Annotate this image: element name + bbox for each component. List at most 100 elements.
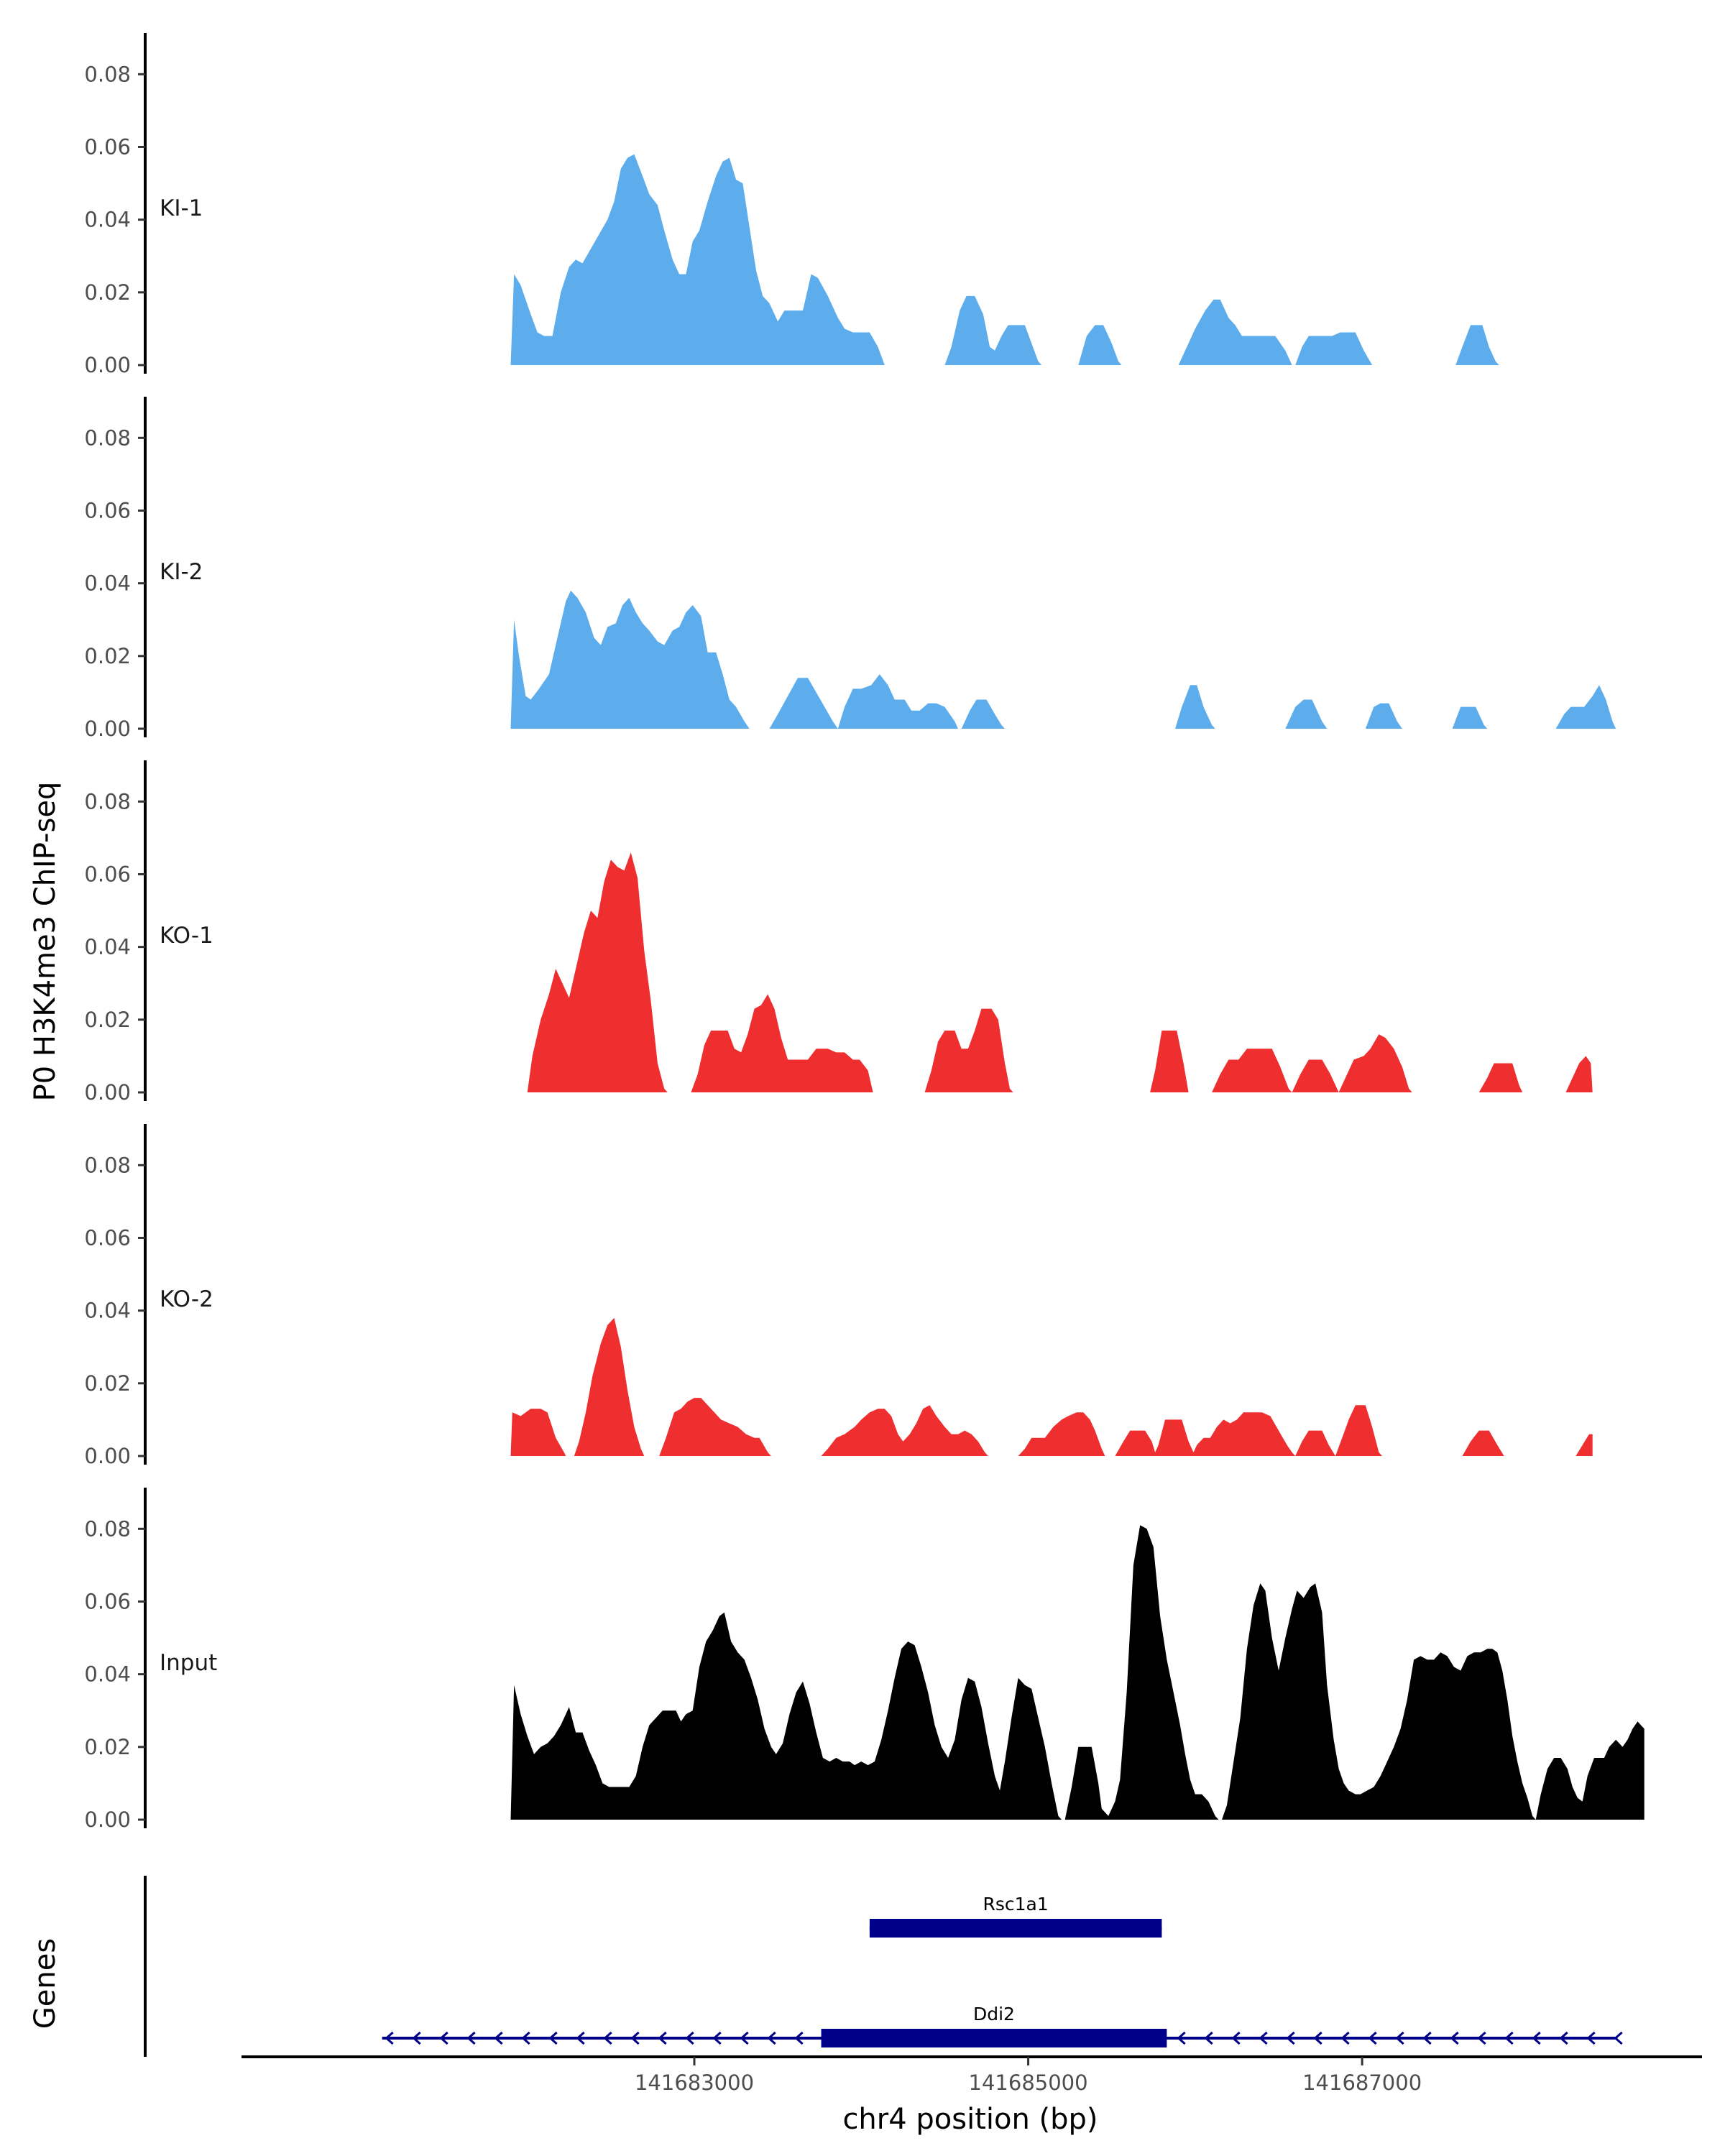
signal-peak (1452, 706, 1488, 729)
track-label: Input (160, 1650, 217, 1676)
signal-peak (1535, 1721, 1644, 1820)
y-tick-label: 0.04 (84, 571, 131, 596)
strand-arrow (1422, 2031, 1432, 2045)
y-tick-label: 0.02 (84, 280, 131, 305)
track-label: KO-2 (160, 1286, 213, 1312)
strand-arrow (740, 2031, 749, 2045)
y-tick-label: 0.04 (84, 208, 131, 232)
y-tick-label: 0.04 (84, 1299, 131, 1323)
strand-arrow (521, 2031, 530, 2045)
strand-arrow (1532, 2031, 1541, 2045)
signal-peak (1222, 1583, 1536, 1820)
signal-peak (924, 1008, 1013, 1092)
strand-arrow (466, 2031, 476, 2045)
strand-arrow (712, 2031, 722, 2045)
track-ki-1: 0.00 0.02 0.04 0.06 0.08 KI-1 (84, 33, 1499, 377)
signal-peak (1365, 703, 1402, 729)
strand-arrow (1231, 2031, 1241, 2045)
track-label: KI-1 (160, 195, 203, 221)
strand-arrow (439, 2031, 448, 2045)
y-tick-label: 0.02 (84, 644, 131, 668)
y-tick-label: 0.06 (84, 134, 131, 159)
strand-arrow (1504, 2031, 1514, 2045)
strand-arrow (548, 2031, 558, 2045)
strand-arrow (494, 2031, 503, 2045)
signal-peak (1295, 1430, 1335, 1456)
signal-peak (1018, 1412, 1105, 1456)
x-axis-title: chr4 position (bp) (842, 2103, 1098, 2136)
strand-arrow (1586, 2031, 1596, 2045)
track-input: 0.00 0.02 0.04 0.06 0.08 Input (84, 1488, 1644, 1832)
y-tick-label: 0.06 (84, 1225, 131, 1250)
y-tick-label: 0.08 (84, 789, 131, 814)
y-tick-label: 0.08 (84, 62, 131, 86)
tracks-layer: 0.00 0.02 0.04 0.06 0.08 KI-1 0.00 0.02 0.04 0.06… (84, 33, 1644, 1832)
signal-peak (1576, 1434, 1593, 1456)
y-tick-label: 0.00 (84, 1080, 131, 1105)
signal-peak (1292, 1059, 1339, 1092)
signal-peak (1178, 299, 1292, 365)
y-tick-label: 0.04 (84, 1662, 131, 1687)
signal-peak (961, 699, 1006, 729)
signal-peak (837, 674, 958, 729)
track-ko-1: 0.00 0.02 0.04 0.06 0.08 KO-1 (84, 760, 1593, 1105)
strand-arrow (1450, 2031, 1459, 2045)
y-tick-label: 0.02 (84, 1735, 131, 1759)
signal-peak (1462, 1430, 1504, 1456)
y-tick-label: 0.00 (84, 1444, 131, 1468)
y-tick-label: 0.00 (84, 353, 131, 377)
y-axis-title: P0 H3K4me3 ChIP-seq (29, 782, 62, 1102)
genes-layer: Rsc1a1 Ddi2 (144, 1876, 1623, 2057)
strand-arrow (1368, 2031, 1377, 2045)
gene-exon (869, 1919, 1162, 1938)
signal-peak (1478, 1063, 1523, 1092)
strand-arrow (1559, 2031, 1568, 2045)
y-tick-label: 0.06 (84, 862, 131, 886)
strand-arrow (658, 2031, 667, 2045)
gene-name-label: Rsc1a1 (983, 1894, 1049, 1915)
x-tick-label: 141683000 (635, 2070, 754, 2095)
strand-arrow (1477, 2031, 1486, 2045)
strand-arrow (385, 2031, 394, 2045)
signal-peak (1565, 1056, 1593, 1092)
strand-arrow (685, 2031, 694, 2045)
gene-name-label: Ddi2 (973, 2004, 1015, 2024)
y-tick-label: 0.02 (84, 1371, 131, 1396)
y-tick-label: 0.06 (84, 498, 131, 522)
track-ki-2: 0.00 0.02 0.04 0.06 0.08 KI-2 (84, 397, 1616, 741)
y-tick-label: 0.08 (84, 1516, 131, 1541)
x-axis: 141683000 141685000 141687000 (242, 2055, 1702, 2095)
signal-peak (510, 154, 885, 365)
strand-arrow (1313, 2031, 1322, 2045)
strand-arrow (412, 2031, 421, 2045)
signal-peak (510, 1409, 566, 1456)
y-tick-label: 0.00 (84, 1807, 131, 1832)
strand-arrow (1204, 2031, 1213, 2045)
strand-arrow (1614, 2031, 1623, 2045)
track-label: KI-2 (160, 559, 203, 585)
y-tick-label: 0.08 (84, 1153, 131, 1177)
signal-peak (1285, 699, 1328, 729)
signal-peak (527, 852, 668, 1092)
strand-arrow (1286, 2031, 1295, 2045)
y-tick-label: 0.02 (84, 1008, 131, 1032)
signal-peak (1335, 1405, 1382, 1456)
signal-peak (1064, 1525, 1219, 1820)
signal-peak (1455, 325, 1499, 365)
y-tick-label: 0.06 (84, 1589, 131, 1613)
strand-arrow (576, 2031, 585, 2045)
strand-arrow (1177, 2031, 1186, 2045)
y-tick-label: 0.08 (84, 425, 131, 450)
x-tick-label: 141685000 (969, 2070, 1088, 2095)
signal-peak (691, 994, 873, 1092)
x-tick-label: 141687000 (1302, 2070, 1422, 2095)
strand-arrow (1395, 2031, 1404, 2045)
gene-rsc1a1: Rsc1a1 (869, 1894, 1162, 1938)
track-label: KO-1 (160, 923, 213, 949)
signal-peak (1555, 685, 1616, 729)
gene-exon (821, 2029, 1167, 2047)
signal-peak (1212, 1049, 1292, 1092)
signal-peak (1338, 1034, 1412, 1092)
signal-peak (944, 295, 1042, 365)
